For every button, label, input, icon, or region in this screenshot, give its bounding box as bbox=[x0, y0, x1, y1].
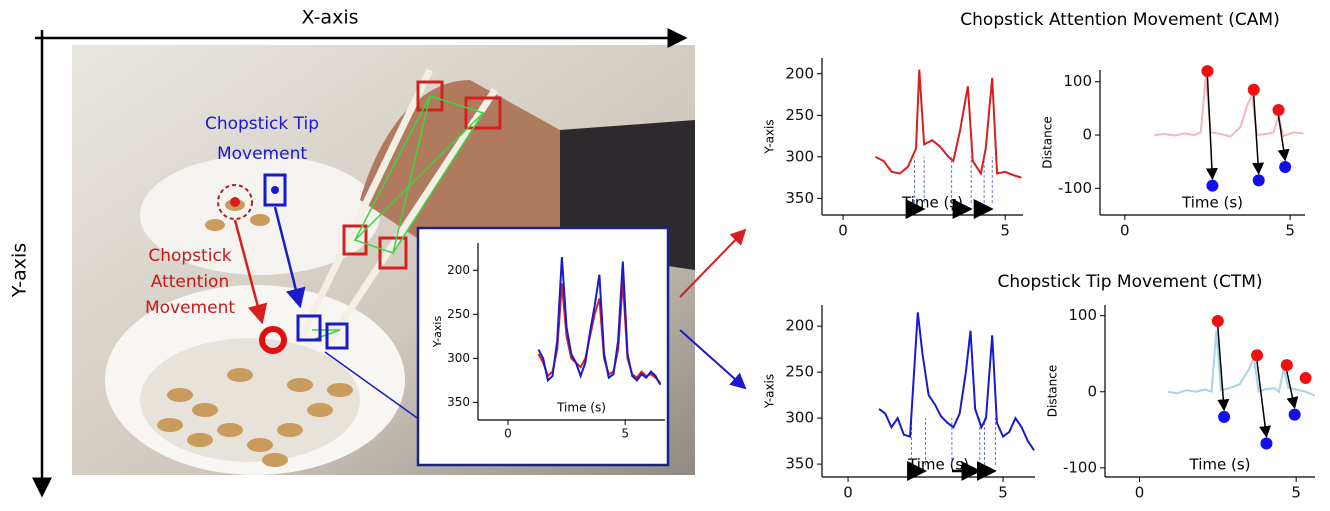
y-axis-label: Distance bbox=[1041, 116, 1055, 168]
tip-label: Chopstick Tip bbox=[205, 114, 319, 134]
y-tick-label: 200 bbox=[447, 263, 470, 277]
y-tick-label: 0 bbox=[1082, 126, 1092, 144]
y-tick-label: -100 bbox=[1058, 179, 1092, 197]
marker bbox=[1201, 65, 1214, 78]
shift-arrow bbox=[1217, 326, 1230, 412]
y-axis-label: Y-axis bbox=[763, 119, 777, 154]
x-tick-label: 5 bbox=[1285, 222, 1295, 240]
y-tick-label: 350 bbox=[785, 189, 814, 207]
x-axis-label: Time (s) bbox=[1189, 456, 1251, 474]
x-axis-label: Time (s) bbox=[556, 401, 606, 415]
x-tick-label: 5 bbox=[621, 427, 629, 441]
y-tick-label: 300 bbox=[785, 409, 814, 427]
y-tick-label: -100 bbox=[1063, 458, 1097, 476]
x-tick-label: 0 bbox=[838, 222, 848, 240]
marker bbox=[1251, 349, 1264, 362]
y-tick-label: 100 bbox=[1068, 306, 1097, 324]
link-arrow bbox=[679, 228, 747, 298]
y-tick-label: 200 bbox=[785, 64, 814, 82]
shift-arrow bbox=[1286, 370, 1299, 410]
shift-arrow bbox=[1252, 95, 1265, 175]
data-line bbox=[1154, 76, 1304, 138]
panel-title: Chopstick Tip Movement (CTM) bbox=[997, 272, 1262, 292]
x-tick-label: 5 bbox=[1291, 484, 1301, 502]
y-tick-label: 100 bbox=[1063, 72, 1092, 90]
attention-label: Attention bbox=[151, 272, 229, 292]
attention-label: Chopstick bbox=[148, 246, 231, 266]
marker bbox=[1279, 161, 1292, 174]
marker bbox=[1299, 372, 1312, 385]
y-tick-label: 300 bbox=[785, 147, 814, 165]
tip-label: Movement bbox=[217, 144, 307, 164]
x-tick-label: 0 bbox=[843, 484, 853, 502]
marker bbox=[1272, 103, 1285, 116]
x-tick-label: 5 bbox=[1000, 222, 1010, 240]
panel-title: Chopstick Attention Movement (CAM) bbox=[960, 10, 1279, 30]
marker bbox=[1280, 359, 1293, 372]
link-arrow bbox=[679, 329, 747, 390]
attention-label: Movement bbox=[145, 298, 235, 318]
y-axis-label: Y-axis bbox=[763, 374, 777, 409]
y-tick-label: 0 bbox=[1087, 382, 1097, 400]
y-tick-label: 350 bbox=[447, 395, 470, 409]
data-line bbox=[878, 312, 1035, 451]
marker bbox=[1288, 408, 1301, 421]
x-tick-label: 5 bbox=[998, 484, 1008, 502]
shift-arrow bbox=[1277, 115, 1290, 162]
data-line bbox=[875, 69, 1022, 179]
x-axis-title: X-axis bbox=[302, 7, 359, 29]
shift-arrow bbox=[1256, 361, 1272, 439]
y-axis-label: Y-axis bbox=[431, 316, 444, 349]
x-tick-label: 0 bbox=[504, 427, 512, 441]
y-tick-label: 350 bbox=[785, 455, 814, 473]
data-line bbox=[537, 257, 662, 386]
photo bbox=[72, 45, 695, 475]
marker bbox=[1247, 83, 1260, 96]
marker bbox=[1211, 314, 1224, 327]
marker bbox=[1260, 437, 1273, 450]
marker bbox=[1252, 174, 1265, 187]
data-line bbox=[1167, 330, 1316, 397]
y-axis-title: Y-axis bbox=[9, 243, 31, 298]
x-axis-label: Time (s) bbox=[1181, 194, 1243, 212]
y-axis-label: Distance bbox=[1046, 365, 1060, 417]
x-tick-label: 0 bbox=[1135, 484, 1145, 502]
marker bbox=[1206, 179, 1219, 192]
y-tick-label: 200 bbox=[785, 317, 814, 335]
y-tick-label: 250 bbox=[785, 363, 814, 381]
x-tick-label: 0 bbox=[1120, 222, 1130, 240]
y-tick-label: 250 bbox=[785, 106, 814, 124]
shift-arrow bbox=[1205, 77, 1218, 181]
marker bbox=[1218, 410, 1231, 423]
y-tick-label: 300 bbox=[447, 351, 470, 365]
y-tick-label: 250 bbox=[447, 307, 470, 321]
